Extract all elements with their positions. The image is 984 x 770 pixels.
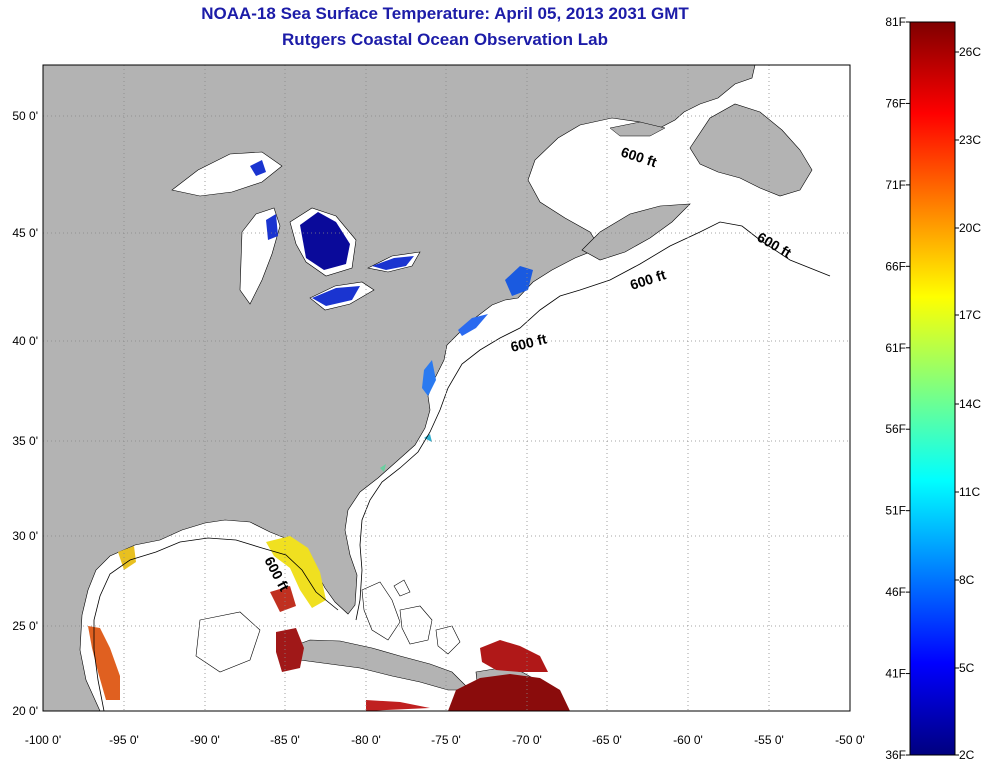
colorbar-c-label: 11C: [959, 485, 980, 499]
lat-tick-label: 35 0': [12, 434, 38, 448]
lon-tick-label: -85 0': [270, 733, 300, 747]
graticule: [43, 65, 850, 711]
colorbar: [909, 21, 956, 756]
lon-tick-label: -70 0': [512, 733, 542, 747]
lon-tick-label: -100 0': [25, 733, 61, 747]
colorbar-c-label: 8C: [959, 573, 975, 587]
coastal-sst-cold: [380, 266, 533, 472]
map-subtitle: Rutgers Coastal Ocean Observation Lab: [282, 30, 608, 49]
north-america-land: [43, 65, 756, 711]
caribbean-sst-warm: [366, 640, 570, 711]
isobath-600ft-gulfinner: [195, 611, 261, 673]
gulf-sst-warm: [88, 536, 326, 700]
colorbar-f-label: 56F: [885, 422, 906, 436]
colorbar-f-label: 51F: [885, 504, 906, 518]
lon-tick-label: -80 0': [351, 733, 381, 747]
colorbar-f-label: 41F: [885, 667, 906, 681]
lon-tick-label: -60 0': [673, 733, 703, 747]
colorbar-c-label: 26C: [959, 45, 981, 59]
lat-tick-label: 50 0': [12, 109, 38, 123]
lat-tick-label: 30 0': [12, 529, 38, 543]
colorbar-ticks: [906, 21, 959, 756]
lon-tick-label: -90 0': [190, 733, 220, 747]
map-frame: [42, 64, 851, 712]
colorbar-c-label: 2C: [959, 748, 975, 762]
newfoundland-land: [689, 103, 813, 197]
lat-tick-label: 20 0': [12, 704, 38, 718]
lon-tick-label: -95 0': [109, 733, 139, 747]
colorbar-f-label: 81F: [885, 15, 906, 29]
lon-tick-label: -55 0': [754, 733, 784, 747]
colorbar-c-label: 17C: [959, 308, 981, 322]
lon-tick-label: -50 0': [835, 733, 865, 747]
lat-tick-label: 45 0': [12, 226, 38, 240]
colorbar-f-label: 36F: [885, 748, 906, 762]
isobath-600ft-gulf: [93, 537, 339, 711]
colorbar-c-label: 5C: [959, 661, 975, 675]
colorbar-f-label: 66F: [885, 259, 906, 273]
colorbar-f-label: 76F: [885, 96, 906, 110]
colorbar-c-label: 20C: [959, 221, 981, 235]
colorbar-f-label: 46F: [885, 585, 906, 599]
lon-tick-label: -75 0': [431, 733, 461, 747]
anticosti-land: [609, 121, 666, 137]
colorbar-f-label: 61F: [885, 341, 906, 355]
map-title: NOAA-18 Sea Surface Temperature: April 0…: [201, 4, 689, 23]
lat-tick-label: 40 0': [12, 334, 38, 348]
bahamas-banks: [361, 579, 461, 655]
lat-tick-label: 25 0': [12, 619, 38, 633]
colorbar-f-label: 71F: [885, 178, 906, 192]
nova-scotia-land: [581, 203, 691, 261]
lake-sst-cold: [250, 160, 414, 306]
colorbar-c-label: 23C: [959, 133, 981, 147]
lon-tick-label: -65 0': [592, 733, 622, 747]
colorbar-c-label: 14C: [959, 397, 981, 411]
